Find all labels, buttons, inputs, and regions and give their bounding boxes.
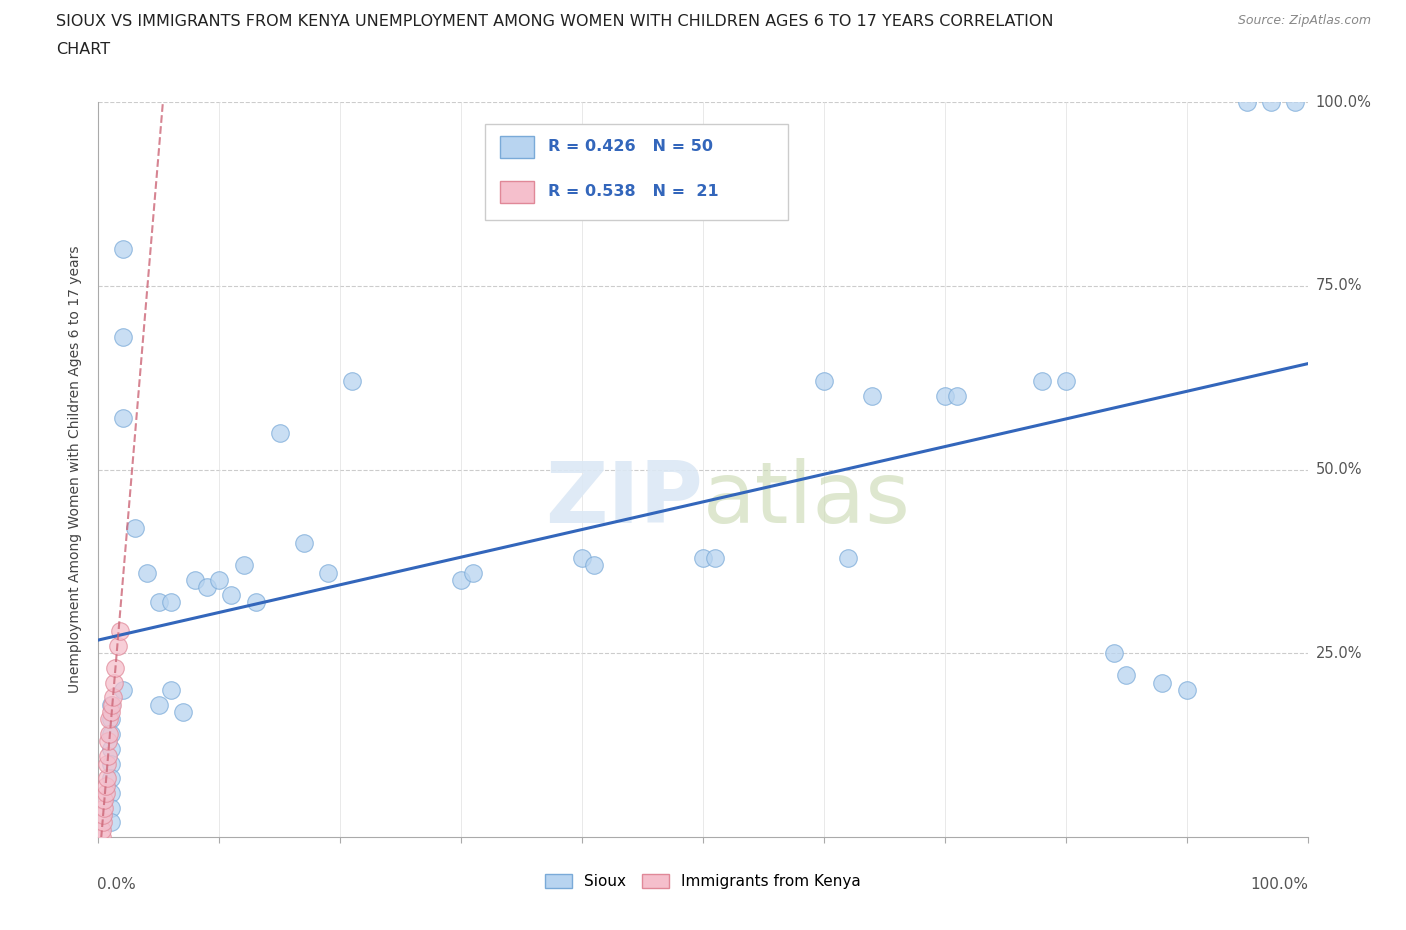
Point <box>100 705 122 720</box>
Point <box>1284 95 1306 110</box>
Point <box>93 800 115 815</box>
Point <box>160 683 183 698</box>
Point <box>100 712 122 727</box>
Point <box>1236 95 1258 110</box>
Point <box>100 771 122 786</box>
Point <box>692 551 714 565</box>
Point <box>148 594 170 609</box>
Point <box>101 690 124 705</box>
Point <box>1175 683 1198 698</box>
Point <box>1260 95 1282 110</box>
Point <box>91 822 114 837</box>
Point <box>316 565 339 580</box>
Point <box>91 807 114 822</box>
Text: 25.0%: 25.0% <box>1316 645 1362 661</box>
Point <box>1152 675 1174 690</box>
Text: 100.0%: 100.0% <box>1251 877 1309 893</box>
Point <box>104 660 127 675</box>
Point <box>184 573 207 588</box>
Text: 50.0%: 50.0% <box>1316 462 1362 477</box>
Text: CHART: CHART <box>56 42 110 57</box>
Point <box>208 573 231 588</box>
Point <box>1031 374 1053 389</box>
Point <box>1115 668 1137 683</box>
Point <box>111 411 134 426</box>
Point <box>221 587 243 602</box>
Point <box>100 800 122 815</box>
Point <box>100 698 122 712</box>
Point <box>269 426 291 441</box>
Point <box>94 786 117 801</box>
Point <box>100 815 122 830</box>
Text: SIOUX VS IMMIGRANTS FROM KENYA UNEMPLOYMENT AMONG WOMEN WITH CHILDREN AGES 6 TO : SIOUX VS IMMIGRANTS FROM KENYA UNEMPLOYM… <box>56 14 1053 29</box>
Text: 75.0%: 75.0% <box>1316 278 1362 294</box>
Point <box>100 726 122 741</box>
Point <box>704 551 727 565</box>
Point <box>107 639 129 654</box>
Point <box>232 558 254 573</box>
Point <box>93 792 115 807</box>
Point <box>450 573 472 588</box>
Text: 100.0%: 100.0% <box>1316 95 1372 110</box>
Text: 0.0%: 0.0% <box>97 877 136 893</box>
Point <box>292 536 315 551</box>
Point <box>583 558 606 573</box>
Text: R = 0.538   N =  21: R = 0.538 N = 21 <box>548 184 718 199</box>
Point <box>934 389 956 404</box>
Point <box>813 374 835 389</box>
Text: R = 0.426   N = 50: R = 0.426 N = 50 <box>548 140 713 154</box>
Point <box>96 771 118 786</box>
Point <box>245 594 267 609</box>
Point <box>172 705 194 720</box>
Point <box>860 389 883 404</box>
Point <box>342 374 364 389</box>
Point <box>111 330 134 345</box>
Y-axis label: Unemployment Among Women with Children Ages 6 to 17 years: Unemployment Among Women with Children A… <box>69 246 83 694</box>
Point <box>96 756 118 771</box>
Point <box>100 756 122 771</box>
Point <box>1102 646 1125 661</box>
Point <box>91 815 114 830</box>
Point <box>97 749 120 764</box>
FancyBboxPatch shape <box>501 180 534 203</box>
Point <box>100 786 122 801</box>
Point <box>1054 374 1077 389</box>
FancyBboxPatch shape <box>485 125 787 219</box>
Point <box>108 624 131 639</box>
Point <box>94 778 117 793</box>
Point <box>100 741 122 756</box>
Point <box>124 521 146 536</box>
Point <box>946 389 969 404</box>
Point <box>91 830 114 844</box>
Point <box>837 551 859 565</box>
Text: atlas: atlas <box>703 458 911 540</box>
Point <box>463 565 485 580</box>
Point <box>98 712 121 727</box>
Point <box>571 551 593 565</box>
Point <box>103 675 125 690</box>
Point <box>135 565 157 580</box>
Point <box>111 242 134 257</box>
Point <box>148 698 170 712</box>
Point <box>111 683 134 698</box>
Text: Source: ZipAtlas.com: Source: ZipAtlas.com <box>1237 14 1371 27</box>
Point <box>98 726 121 741</box>
Legend: Sioux, Immigrants from Kenya: Sioux, Immigrants from Kenya <box>538 869 868 896</box>
Point <box>195 579 218 594</box>
FancyBboxPatch shape <box>501 136 534 158</box>
Point <box>97 734 120 749</box>
Point <box>100 698 122 712</box>
Point <box>160 594 183 609</box>
Text: ZIP: ZIP <box>546 458 703 540</box>
